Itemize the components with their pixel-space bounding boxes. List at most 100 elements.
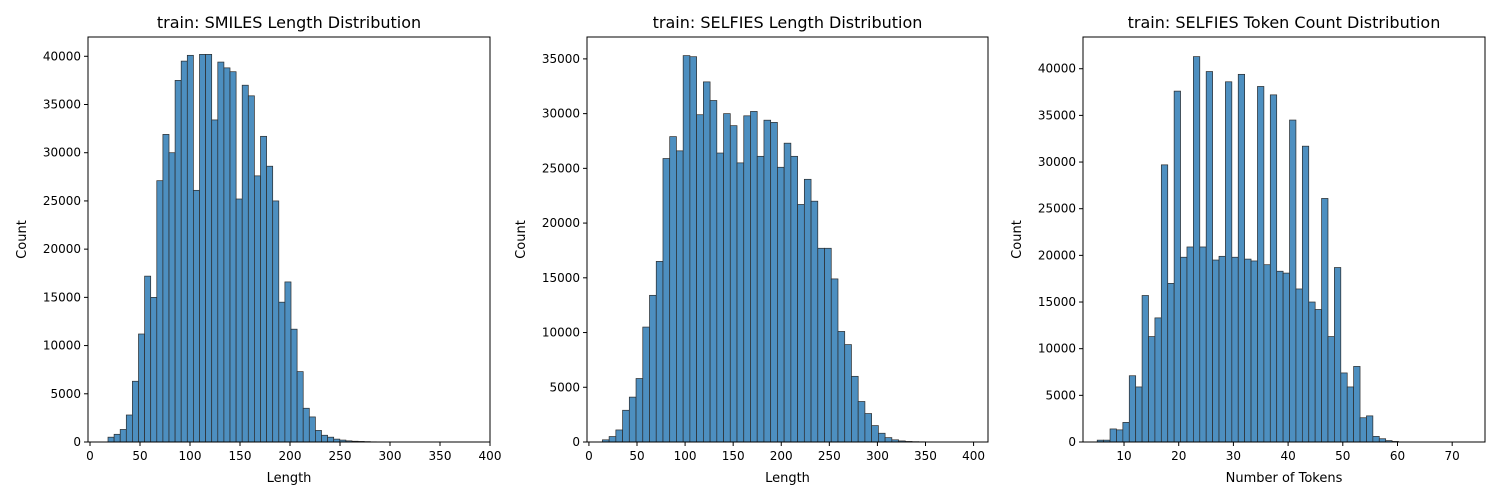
histogram-bar — [206, 54, 212, 442]
x-tick-label: 50 — [1335, 449, 1350, 463]
histogram-bar — [315, 430, 321, 442]
x-tick-label: 350 — [914, 449, 937, 463]
y-tick-label: 10000 — [1038, 342, 1076, 356]
histogram-bar — [187, 55, 193, 442]
histogram-bar — [1193, 57, 1199, 442]
histogram-bar — [1225, 82, 1231, 442]
histogram-bar — [224, 68, 230, 442]
histogram-bar — [609, 437, 616, 442]
histogram-bar — [1322, 198, 1328, 442]
histogram-bars — [1097, 57, 1398, 442]
histogram-bar — [623, 410, 630, 442]
histogram-bar — [1136, 387, 1142, 442]
x-tick-label: 50 — [132, 449, 147, 463]
y-tick-label: 0 — [73, 435, 81, 449]
y-tick-label: 10000 — [542, 326, 580, 340]
histogram-bar — [297, 372, 303, 442]
histogram-bar — [175, 80, 181, 442]
histogram-bar — [710, 100, 717, 442]
histogram-bar — [151, 297, 157, 442]
histogram-bar — [285, 282, 291, 442]
y-tick-label: 40000 — [43, 49, 81, 63]
histogram-bar — [851, 376, 858, 442]
y-axis-label: Count — [514, 220, 529, 259]
histogram-bar — [291, 329, 297, 442]
histogram-bar — [261, 136, 267, 442]
histogram-bar — [1206, 72, 1212, 442]
histogram-bar — [825, 248, 832, 442]
histogram-bar — [212, 120, 218, 442]
histogram-bar — [1155, 318, 1161, 442]
histogram-bar — [1302, 146, 1308, 442]
histogram-bar — [1187, 247, 1193, 442]
histogram-bar — [1219, 256, 1225, 442]
histogram-bar — [273, 201, 279, 442]
histogram-bar — [1168, 283, 1174, 442]
x-axis-label: Number of Tokens — [1226, 471, 1343, 486]
histogram-bar — [1334, 268, 1340, 443]
x-tick-label: 350 — [429, 449, 452, 463]
histogram-bar — [676, 151, 683, 442]
histogram-bar — [1142, 295, 1148, 442]
histogram-bar — [236, 199, 242, 442]
y-axis-label: Count — [15, 220, 30, 259]
histogram-bar — [838, 331, 845, 442]
x-axis-label: Length — [267, 471, 312, 486]
x-tick-label: 250 — [818, 449, 841, 463]
y-tick-label: 5000 — [50, 387, 81, 401]
x-tick-label: 30 — [1226, 449, 1241, 463]
y-tick-label: 0 — [572, 435, 580, 449]
histogram-bar — [1373, 436, 1379, 442]
y-tick-label: 30000 — [1038, 155, 1076, 169]
histogram-bar — [858, 402, 865, 443]
histogram-bar — [1116, 430, 1122, 442]
histogram-bar — [831, 279, 838, 442]
y-tick-label: 20000 — [542, 216, 580, 230]
y-tick-label: 20000 — [1038, 248, 1076, 262]
histogram-bar — [656, 261, 663, 442]
histogram-bar — [1309, 302, 1315, 442]
histogram-bar — [193, 190, 199, 442]
histogram-bar — [169, 153, 175, 442]
histogram-bar — [730, 126, 737, 442]
x-tick-label: 250 — [329, 449, 352, 463]
histogram-bar — [1341, 373, 1347, 442]
histogram-bar — [248, 96, 254, 442]
histogram-bar — [1328, 337, 1334, 442]
histogram-bar — [218, 62, 224, 442]
x-tick-label: 40 — [1280, 449, 1295, 463]
histogram-bar — [629, 397, 636, 442]
y-axis-label: Count — [1010, 220, 1025, 259]
y-tick-label: 35000 — [1038, 108, 1076, 122]
histogram-bar — [1296, 289, 1302, 442]
histogram-bar — [764, 120, 771, 442]
histogram-bar — [717, 153, 724, 442]
x-tick-label: 10 — [1116, 449, 1131, 463]
y-tick-label: 0 — [1068, 435, 1076, 449]
histogram-bar — [1110, 429, 1116, 442]
histogram-bar — [771, 122, 778, 442]
x-tick-label: 150 — [229, 449, 252, 463]
y-tick-label: 35000 — [542, 52, 580, 66]
histogram-bar — [157, 181, 163, 442]
histogram-bar — [697, 115, 704, 442]
y-tick-label: 40000 — [1038, 62, 1076, 76]
histogram-bar — [818, 248, 825, 442]
histogram-bar — [120, 429, 126, 442]
histogram-bar — [643, 327, 650, 442]
histogram-bar — [1354, 366, 1360, 442]
histogram-bar — [181, 61, 187, 442]
y-tick-label: 15000 — [43, 290, 81, 304]
histogram-bar — [328, 437, 334, 442]
histogram-bar — [784, 143, 791, 442]
x-tick-label: 200 — [279, 449, 302, 463]
histogram-bars — [602, 56, 925, 442]
x-tick-label: 60 — [1390, 449, 1405, 463]
histogram-bar — [108, 437, 114, 442]
histogram-bar — [163, 134, 169, 442]
histogram-bar — [132, 381, 138, 442]
histogram-bar — [1238, 74, 1244, 442]
x-axis-label: Length — [765, 471, 810, 486]
histogram-bar — [139, 334, 145, 442]
y-tick-label: 5000 — [549, 380, 580, 394]
